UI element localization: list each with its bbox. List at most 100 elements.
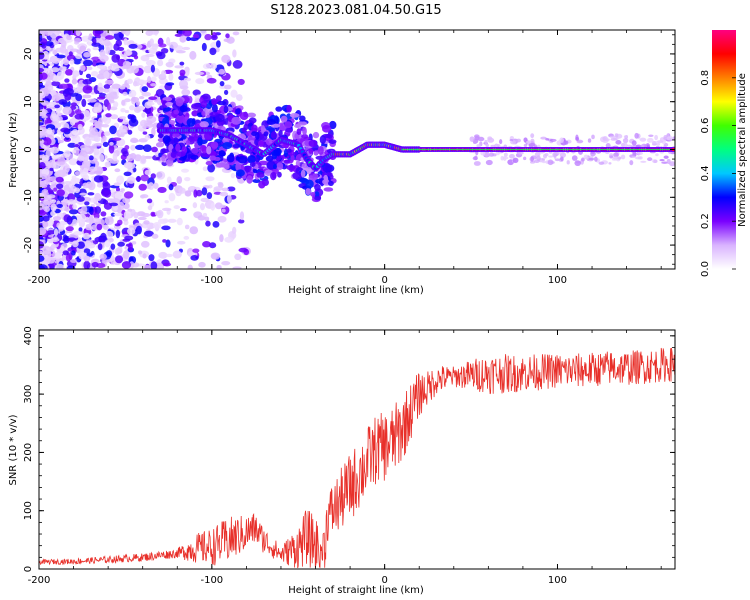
speckle-blob [571, 155, 578, 161]
noise-blob [56, 183, 64, 190]
band-blob [308, 139, 318, 148]
noise-blob [199, 203, 206, 211]
noise-blob [54, 251, 62, 260]
noise-blob [40, 184, 48, 188]
y-tick-label: 300 [23, 385, 34, 404]
noise-blob [79, 192, 88, 196]
noise-blob [104, 239, 111, 248]
noise-blob [151, 233, 159, 239]
noise-blob [217, 182, 224, 188]
noise-blob [76, 196, 85, 202]
noise-blob [39, 72, 48, 80]
noise-blob [99, 154, 105, 162]
spectrogram-y-axis: -20 -10 0 10 20 [23, 34, 675, 265]
band-blob [190, 154, 199, 160]
snr-panel: -200 -100 0 100 0 100 200 300 400 Height of str… [8, 326, 676, 596]
noise-blob [99, 147, 105, 156]
noise-blob [135, 100, 141, 106]
band-blob [222, 137, 230, 144]
noise-blob [155, 170, 166, 180]
noise-blob [53, 228, 59, 237]
noise-blob [109, 125, 117, 135]
noise-blob [105, 46, 111, 55]
speckle-blob [661, 138, 666, 145]
noise-blob [39, 108, 48, 115]
noise-blob [39, 202, 45, 211]
speckle-blob [622, 137, 629, 144]
band-blob [270, 131, 277, 139]
band-blob [206, 145, 212, 155]
noise-blob [232, 60, 243, 69]
noise-blob [144, 101, 152, 109]
speckle-blob [612, 156, 620, 160]
noise-blob [79, 65, 86, 72]
noise-blob [39, 84, 46, 89]
speckle-blob [604, 138, 610, 142]
noise-blob [71, 78, 78, 85]
noise-blob [192, 202, 198, 209]
band-blob [260, 125, 266, 133]
colorbar-tick-label: 0.0 [700, 261, 711, 277]
noise-blob [165, 61, 174, 68]
noise-blob [206, 192, 213, 200]
noise-blob [124, 30, 131, 37]
noise-blob [205, 220, 211, 227]
noise-blob [97, 99, 106, 103]
speckle-blob [613, 152, 619, 158]
noise-blob [127, 176, 136, 184]
colorbar-scale [712, 30, 736, 269]
noise-blob [135, 176, 142, 182]
band-blob [296, 128, 302, 136]
noise-blob [65, 226, 74, 232]
band-blob [265, 138, 273, 146]
noise-blob [57, 156, 66, 166]
noise-blob [114, 248, 121, 255]
noise-blob [94, 30, 104, 35]
noise-blob [66, 35, 72, 41]
noise-blob [45, 72, 54, 81]
noise-blob [232, 266, 242, 269]
noise-blob [175, 50, 186, 54]
noise-blob [50, 146, 60, 154]
band-blob [310, 191, 316, 197]
noise-blob [138, 79, 146, 85]
noise-blob [158, 251, 168, 259]
band-blob [280, 115, 288, 123]
noise-blob [123, 171, 132, 177]
speckle-blob [661, 161, 669, 164]
noise-blob [146, 183, 152, 190]
band-blob [251, 131, 258, 137]
noise-blob [174, 65, 184, 69]
noise-blob [224, 84, 232, 90]
noise-blob [129, 105, 136, 111]
x-tick-label: 100 [548, 275, 567, 286]
band-blob [187, 153, 192, 159]
noise-blob [236, 94, 243, 101]
noise-blob [140, 155, 146, 164]
band-blob [244, 165, 252, 173]
band-blob [275, 106, 283, 112]
band-blob [203, 131, 213, 141]
speckle-blob [656, 142, 661, 146]
noise-blob [125, 162, 136, 170]
band-blob [191, 147, 199, 154]
noise-blob [99, 49, 106, 58]
band-blob [257, 140, 264, 147]
noise-blob [237, 219, 245, 224]
band-blob [162, 100, 168, 109]
spectrogram-heatmap [39, 30, 675, 269]
noise-blob [139, 96, 145, 100]
noise-blob [89, 119, 98, 123]
band-blob [218, 150, 226, 157]
band-blob [328, 172, 333, 177]
noise-blob [112, 137, 122, 141]
noise-blob [90, 204, 95, 208]
noise-blob [73, 37, 82, 43]
noise-blob [124, 235, 134, 241]
snr-frame [38, 329, 676, 570]
noise-blob [143, 65, 153, 74]
noise-blob [40, 131, 47, 136]
y-tick-label: 10 [23, 95, 34, 108]
speckle-blob [530, 133, 535, 139]
noise-blob [123, 210, 132, 220]
